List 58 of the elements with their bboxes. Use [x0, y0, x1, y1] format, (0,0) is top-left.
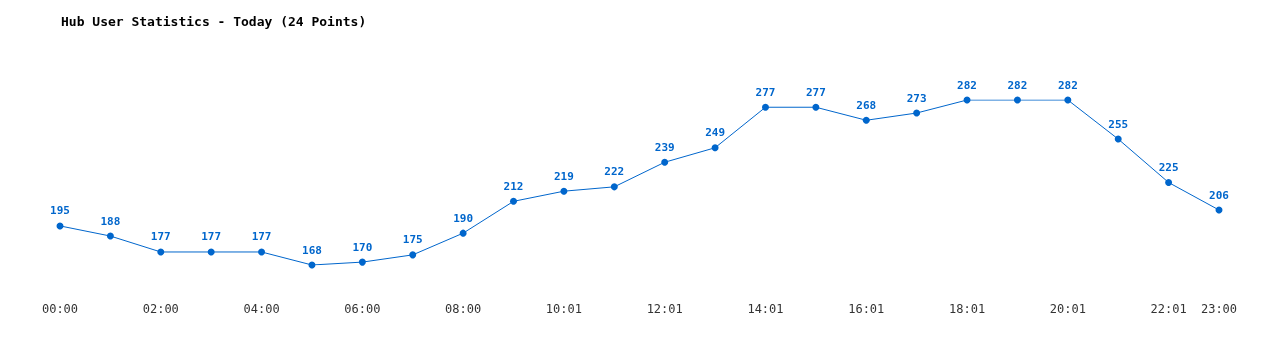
point [106, 232, 114, 240]
point [258, 248, 266, 256]
x-tick-label: 06:00 [344, 302, 381, 316]
data-label: 219 [553, 169, 574, 183]
data-label: 190 [453, 211, 474, 225]
data-label: 168 [302, 243, 322, 257]
data-label: 282 [957, 78, 977, 92]
data-label: 273 [906, 91, 927, 105]
data-label: 177 [201, 230, 222, 244]
x-tick-label: 14:01 [747, 302, 784, 316]
x-tick-label: 12:01 [646, 302, 683, 316]
data-label: 225 [1158, 161, 1179, 174]
point [1013, 96, 1021, 104]
x-tick-label: 02:00 [142, 302, 179, 316]
data-label: 212 [503, 179, 524, 193]
data-label: 239 [654, 140, 675, 154]
data-label: 177 [150, 230, 171, 244]
point [1114, 135, 1122, 143]
data-label: 282 [1057, 78, 1078, 92]
point [913, 109, 921, 117]
data-label: 255 [1108, 117, 1129, 131]
point [711, 144, 719, 152]
data-label: 277 [755, 85, 776, 99]
point [560, 187, 568, 195]
chart-title: Hub User Statistics - Today (24 Points) [61, 14, 367, 29]
data-label: 249 [705, 126, 726, 140]
data-label: 175 [402, 233, 423, 247]
data-label: 188 [100, 214, 121, 228]
point [358, 258, 366, 266]
data-label: 206 [1209, 188, 1230, 202]
x-tick-label: 10:01 [545, 302, 582, 316]
point [157, 248, 165, 256]
point [207, 248, 215, 256]
x-tick-label: 22:01 [1150, 302, 1187, 316]
x-tick-label: 23:00 [1200, 302, 1238, 316]
data-label: 195 [50, 204, 70, 218]
x-tick-label: 20:01 [1049, 302, 1086, 316]
point [1165, 179, 1173, 186]
point [459, 229, 467, 237]
point [761, 103, 769, 111]
data-label: 177 [251, 230, 272, 244]
x-tick-label: 00:00 [41, 302, 79, 316]
point [409, 251, 417, 259]
point [812, 103, 820, 111]
point [610, 183, 618, 191]
data-label: 277 [805, 85, 826, 99]
data-label: 268 [856, 98, 877, 112]
x-tick-label: 16:01 [848, 302, 885, 316]
x-tick-label: 18:01 [948, 302, 986, 316]
point [661, 158, 669, 166]
data-label: 282 [1007, 78, 1028, 92]
point [510, 197, 518, 205]
x-tick-label: 08:00 [445, 302, 482, 316]
point [862, 116, 870, 124]
point [1064, 96, 1072, 104]
x-tick-label: 04:00 [243, 302, 280, 316]
data-label: 170 [352, 240, 373, 254]
data-label: 222 [604, 165, 625, 179]
